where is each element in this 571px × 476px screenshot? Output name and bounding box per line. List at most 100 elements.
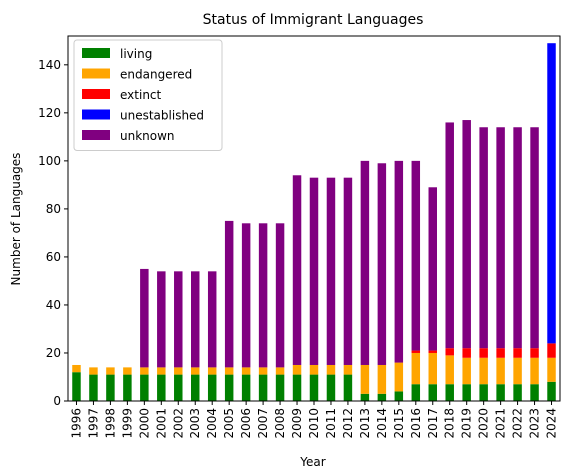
legend-label-endangered: endangered — [120, 68, 192, 82]
bar-extinct-2018 — [445, 348, 454, 356]
bar-extinct-2023 — [530, 348, 539, 358]
y-axis: 0 20 40 60 80 100 120 140 — [38, 58, 68, 408]
y-axis-label: Number of Languages — [9, 153, 23, 286]
y-tick-label: 0 — [53, 394, 61, 408]
legend-label-unknown: unknown — [120, 129, 175, 143]
bar-living-2002 — [174, 374, 183, 401]
x-tick-label: 2021 — [494, 408, 508, 439]
x-tick-label: 2022 — [511, 408, 525, 439]
bar-living-2008 — [275, 374, 285, 401]
bars-layer — [72, 43, 556, 401]
bar-unknown-2002 — [174, 271, 183, 368]
y-tick-label: 140 — [38, 58, 61, 72]
bar-living-2023 — [530, 384, 539, 401]
bar-living-1996 — [72, 372, 81, 401]
bar-endangered-2012 — [343, 364, 353, 375]
x-tick-label: 2003 — [188, 408, 202, 439]
bar-living-2016 — [411, 384, 421, 401]
bar-extinct-2016 — [411, 350, 421, 353]
bar-living-2019 — [462, 384, 471, 401]
bar-endangered-2001 — [157, 367, 166, 375]
x-tick-label: 2023 — [528, 408, 542, 439]
bar-unknown-2011 — [326, 177, 336, 365]
bar-endangered-2024 — [547, 357, 556, 382]
bar-unknown-2013 — [360, 160, 370, 365]
bar-living-2021 — [496, 384, 505, 401]
x-tick-label: 2012 — [341, 408, 355, 439]
x-tick-label: 2017 — [426, 408, 440, 439]
bar-unknown-2009 — [292, 175, 302, 365]
bar-living-2009 — [292, 374, 302, 401]
bar-endangered-1999 — [123, 367, 132, 375]
x-tick-label: 2000 — [137, 408, 151, 439]
y-tick-label: 100 — [38, 154, 61, 168]
bar-endangered-1997 — [89, 367, 98, 375]
bar-unknown-2021 — [496, 127, 505, 349]
y-tick-label: 120 — [38, 106, 61, 120]
bar-endangered-2006 — [241, 367, 251, 375]
bar-unknown-2012 — [343, 177, 353, 365]
bar-living-2017 — [428, 384, 437, 401]
bar-extinct-2024 — [547, 343, 556, 358]
x-tick-label: 2001 — [154, 408, 168, 439]
bar-endangered-2022 — [513, 357, 522, 385]
bar-endangered-2011 — [326, 364, 336, 375]
bar-living-1999 — [123, 374, 132, 401]
bar-endangered-2015 — [394, 362, 404, 392]
legend-label-extinct: extinct — [120, 88, 162, 102]
x-tick-label: 2002 — [171, 408, 185, 439]
bar-living-2011 — [326, 374, 336, 401]
bar-living-1997 — [89, 374, 98, 401]
x-tick-label: 1996 — [69, 408, 83, 439]
bar-endangered-2008 — [275, 367, 285, 375]
bar-unknown-2007 — [258, 223, 268, 368]
bar-endangered-2004 — [207, 367, 217, 375]
bar-living-2013 — [360, 393, 370, 401]
bar-unknown-2019 — [462, 120, 471, 349]
x-axis-label: Year — [299, 455, 325, 469]
bar-unknown-2022 — [513, 127, 522, 349]
bar-endangered-2005 — [224, 367, 234, 375]
legend-swatch-unknown — [82, 130, 110, 140]
bar-unknown-2023 — [530, 127, 539, 349]
bar-living-2022 — [513, 384, 522, 401]
bar-living-2003 — [191, 374, 200, 401]
bar-unknown-2001 — [157, 271, 166, 368]
bar-unknown-2010 — [309, 177, 319, 365]
y-tick-label: 60 — [46, 250, 61, 264]
y-tick-label: 20 — [46, 346, 61, 360]
bar-living-2004 — [207, 374, 217, 401]
bar-living-2000 — [140, 374, 149, 401]
bar-endangered-1998 — [106, 367, 115, 375]
chart-title: Status of Immigrant Languages — [203, 12, 424, 28]
bar-unknown-2014 — [377, 163, 387, 365]
y-tick-label: 40 — [46, 298, 61, 312]
bar-unknown-2003 — [191, 271, 200, 368]
bar-unknown-2005 — [224, 220, 234, 368]
bar-living-2018 — [445, 384, 454, 401]
bar-endangered-2021 — [496, 357, 505, 385]
x-tick-label: 2015 — [392, 408, 406, 439]
legend: living endangered extinct unestablished unkn… — [73, 39, 223, 151]
bar-living-2024 — [547, 381, 556, 401]
bar-extinct-2022 — [513, 348, 522, 358]
bar-unknown-2018 — [445, 122, 454, 349]
x-tick-label: 2019 — [460, 408, 474, 439]
bar-living-2015 — [394, 391, 404, 401]
bar-unknown-2000 — [140, 268, 149, 368]
legend-swatch-living — [82, 48, 110, 58]
bar-endangered-2016 — [411, 352, 421, 385]
bar-unknown-2016 — [411, 160, 421, 351]
bar-unknown-2017 — [428, 187, 437, 351]
x-axis: 1996 1997 1998 1999 2000 2001 2002 2003 2004 2005… — [69, 401, 559, 439]
bar-endangered-2018 — [445, 355, 454, 385]
bar-unknown-2006 — [241, 223, 251, 368]
bar-endangered-2019 — [462, 357, 471, 385]
x-tick-label: 1998 — [103, 408, 117, 439]
legend-box — [73, 39, 223, 151]
bar-endangered-2000 — [140, 367, 149, 375]
bar-endangered-2014 — [377, 364, 387, 394]
bar-living-2007 — [258, 374, 268, 401]
bar-endangered-2020 — [479, 357, 488, 385]
